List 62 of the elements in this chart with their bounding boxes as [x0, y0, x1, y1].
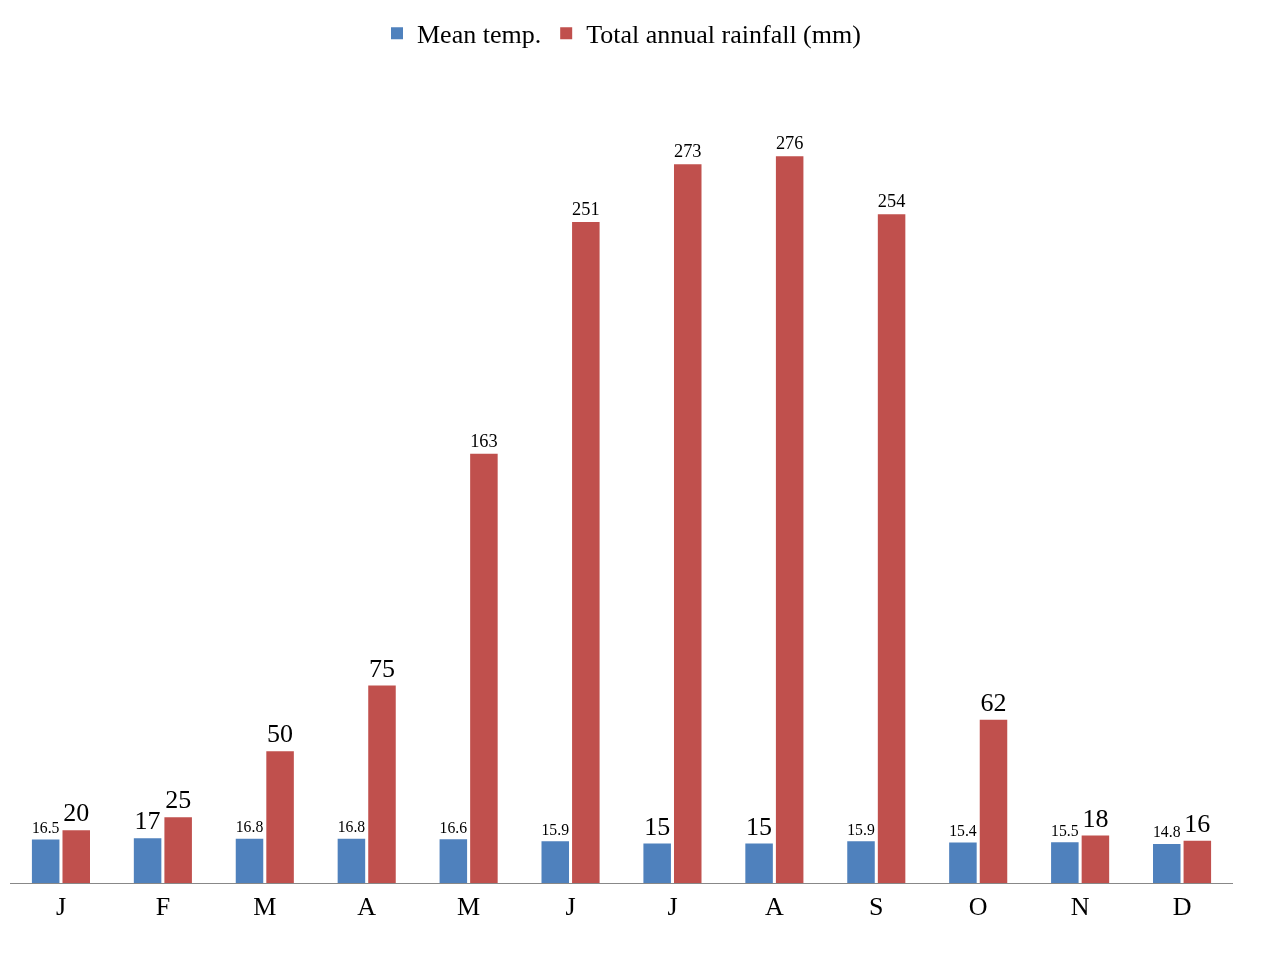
bar	[1183, 840, 1212, 883]
x-tick-label: M	[457, 892, 481, 922]
data-label: 251	[572, 198, 600, 219]
bar	[266, 751, 294, 883]
bar	[1153, 844, 1181, 883]
bar	[541, 841, 570, 883]
data-label: 16.8	[337, 818, 366, 836]
bar	[235, 838, 264, 883]
bar	[979, 719, 1008, 883]
data-label: 15.9	[541, 820, 570, 838]
data-label: 16.5	[31, 818, 60, 836]
bar	[572, 222, 600, 883]
data-label: 17	[134, 806, 161, 836]
bar	[133, 838, 162, 883]
data-label: 273	[673, 140, 702, 161]
x-tick-label: J	[667, 892, 678, 922]
data-label: 18	[1082, 803, 1109, 833]
bar	[164, 817, 192, 883]
x-tick-label: J	[565, 892, 576, 922]
data-label: 276	[775, 133, 804, 154]
data-label: 75	[368, 653, 395, 683]
bar	[1081, 835, 1110, 883]
data-label: 16.8	[235, 818, 264, 836]
bar	[31, 839, 60, 883]
x-tick-label: O	[968, 892, 988, 922]
bar	[337, 838, 366, 883]
data-label: 25	[165, 785, 192, 815]
x-tick-label: M	[253, 892, 277, 922]
x-tick-label: A	[357, 892, 377, 922]
bar	[368, 685, 396, 883]
data-label: 15.4	[949, 821, 977, 839]
data-label: 50	[267, 719, 294, 749]
bar	[949, 842, 977, 883]
bar	[847, 841, 875, 883]
legend-label: Total annual rainfall (mm)	[586, 20, 861, 50]
x-tick-label: J	[55, 892, 67, 922]
bar	[775, 156, 804, 883]
data-label: 20	[63, 798, 90, 828]
data-label: 15.9	[847, 820, 875, 838]
x-tick-label: S	[869, 892, 884, 922]
bar	[745, 843, 773, 883]
legend-label: Mean temp.	[417, 20, 542, 50]
bar	[62, 830, 90, 883]
x-tick-label: F	[155, 892, 171, 922]
x-tick-label: A	[764, 892, 784, 922]
bar	[1051, 842, 1079, 883]
data-label: 254	[877, 190, 906, 211]
x-tick-label: D	[1172, 892, 1192, 922]
data-label: 15	[644, 811, 671, 841]
data-label: 16	[1184, 808, 1211, 838]
data-label: 163	[470, 430, 498, 451]
x-tick-label: N	[1070, 892, 1090, 922]
bar	[470, 453, 498, 883]
bar	[673, 164, 702, 883]
data-label: 62	[980, 687, 1007, 717]
data-label: 14.8	[1153, 823, 1181, 841]
bar	[439, 839, 468, 883]
data-label: 15	[746, 811, 773, 841]
data-label: 16.6	[439, 818, 468, 836]
bar	[643, 843, 671, 883]
bar	[877, 214, 906, 883]
data-label: 15.5	[1051, 821, 1079, 839]
